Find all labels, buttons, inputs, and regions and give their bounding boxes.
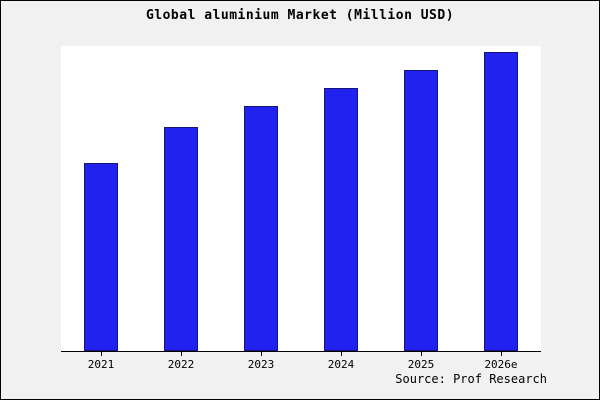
x-label-slot: 2024: [301, 352, 381, 371]
bar-2022: [164, 127, 198, 351]
x-label-slot: 2025: [381, 352, 461, 371]
plot-area: [61, 46, 541, 352]
bar-2023: [244, 106, 278, 351]
x-tick-label-2024: 2024: [327, 358, 355, 371]
bar-slot: [461, 46, 541, 351]
x-axis-tick: [500, 352, 502, 356]
x-axis-tick: [100, 352, 102, 356]
bar-slot: [301, 46, 381, 351]
x-tick-label-2025: 2025: [407, 358, 435, 371]
x-label-slot: 2022: [141, 352, 221, 371]
x-tick-label-2021: 2021: [87, 358, 115, 371]
bar-2025: [404, 70, 438, 351]
x-axis-labels: 2021 2022 2023 2024 2025 2026e: [61, 352, 541, 371]
x-axis-tick: [180, 352, 182, 356]
bar-slot: [221, 46, 301, 351]
x-axis-tick: [340, 352, 342, 356]
bar-slot: [381, 46, 461, 351]
bar-slot: [141, 46, 221, 351]
bars-container: [61, 46, 541, 351]
x-label-slot: 2026e: [461, 352, 541, 371]
bar-2026e: [484, 52, 518, 351]
source-credit: Source: Prof Research: [395, 372, 547, 386]
x-label-slot: 2021: [61, 352, 141, 371]
x-tick-label-2023: 2023: [247, 358, 275, 371]
x-tick-label-2026e: 2026e: [484, 358, 518, 371]
x-axis-tick: [420, 352, 422, 356]
bar-2024: [324, 88, 358, 351]
x-label-slot: 2023: [221, 352, 301, 371]
chart-title: Global aluminium Market (Million USD): [145, 8, 455, 23]
bar-2021: [84, 163, 118, 351]
bar-slot: [61, 46, 141, 351]
x-axis-tick: [260, 352, 262, 356]
x-tick-label-2022: 2022: [167, 358, 195, 371]
